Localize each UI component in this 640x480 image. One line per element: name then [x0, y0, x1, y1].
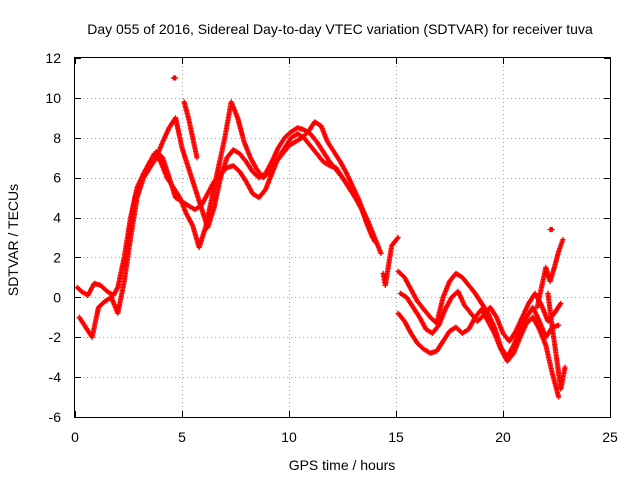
- x-tick-label: 0: [71, 429, 79, 445]
- y-tick-label: -2: [49, 329, 62, 345]
- y-tick-label: 6: [53, 170, 61, 186]
- data-point: [560, 236, 566, 243]
- x-tick-label: 10: [281, 429, 297, 445]
- y-tick-label: -4: [49, 369, 62, 385]
- x-tick-label: 15: [388, 429, 404, 445]
- data-point: [172, 75, 179, 81]
- data-point: [562, 364, 568, 370]
- data-point: [556, 322, 562, 328]
- data-point: [395, 234, 401, 241]
- data-point: [194, 155, 200, 161]
- grid: [75, 58, 610, 417]
- x-axis-label: GPS time / hours: [289, 457, 396, 473]
- x-tick-label: 20: [495, 429, 511, 445]
- x-tick-label: 25: [602, 429, 618, 445]
- y-tick-label: 8: [53, 130, 61, 146]
- y-tick-label: 2: [53, 249, 61, 265]
- y-tick-label: 4: [53, 210, 61, 226]
- y-tick-label: 10: [45, 90, 61, 106]
- y-tick-label: -6: [49, 409, 62, 425]
- data-point: [372, 238, 378, 245]
- data-point: [369, 234, 376, 241]
- axis-ticks: 0 5 10 15 20 25 -6 -4 -2 0 2 4 6 8 10 12: [45, 50, 618, 445]
- data-points: [74, 75, 568, 400]
- y-tick-label: 12: [45, 50, 61, 66]
- y-axis-label: SDTVAR / TECUs: [5, 184, 21, 296]
- plot-frame: [74, 57, 611, 418]
- data-point: [558, 300, 564, 306]
- y-tick-label: 0: [53, 289, 61, 305]
- chart-title: Day 055 of 2016, Sidereal Day-to-day VTE…: [87, 21, 593, 37]
- x-tick-label: 5: [178, 429, 186, 445]
- data-point: [378, 250, 384, 257]
- data-point: [556, 394, 562, 400]
- data-point: [549, 226, 555, 233]
